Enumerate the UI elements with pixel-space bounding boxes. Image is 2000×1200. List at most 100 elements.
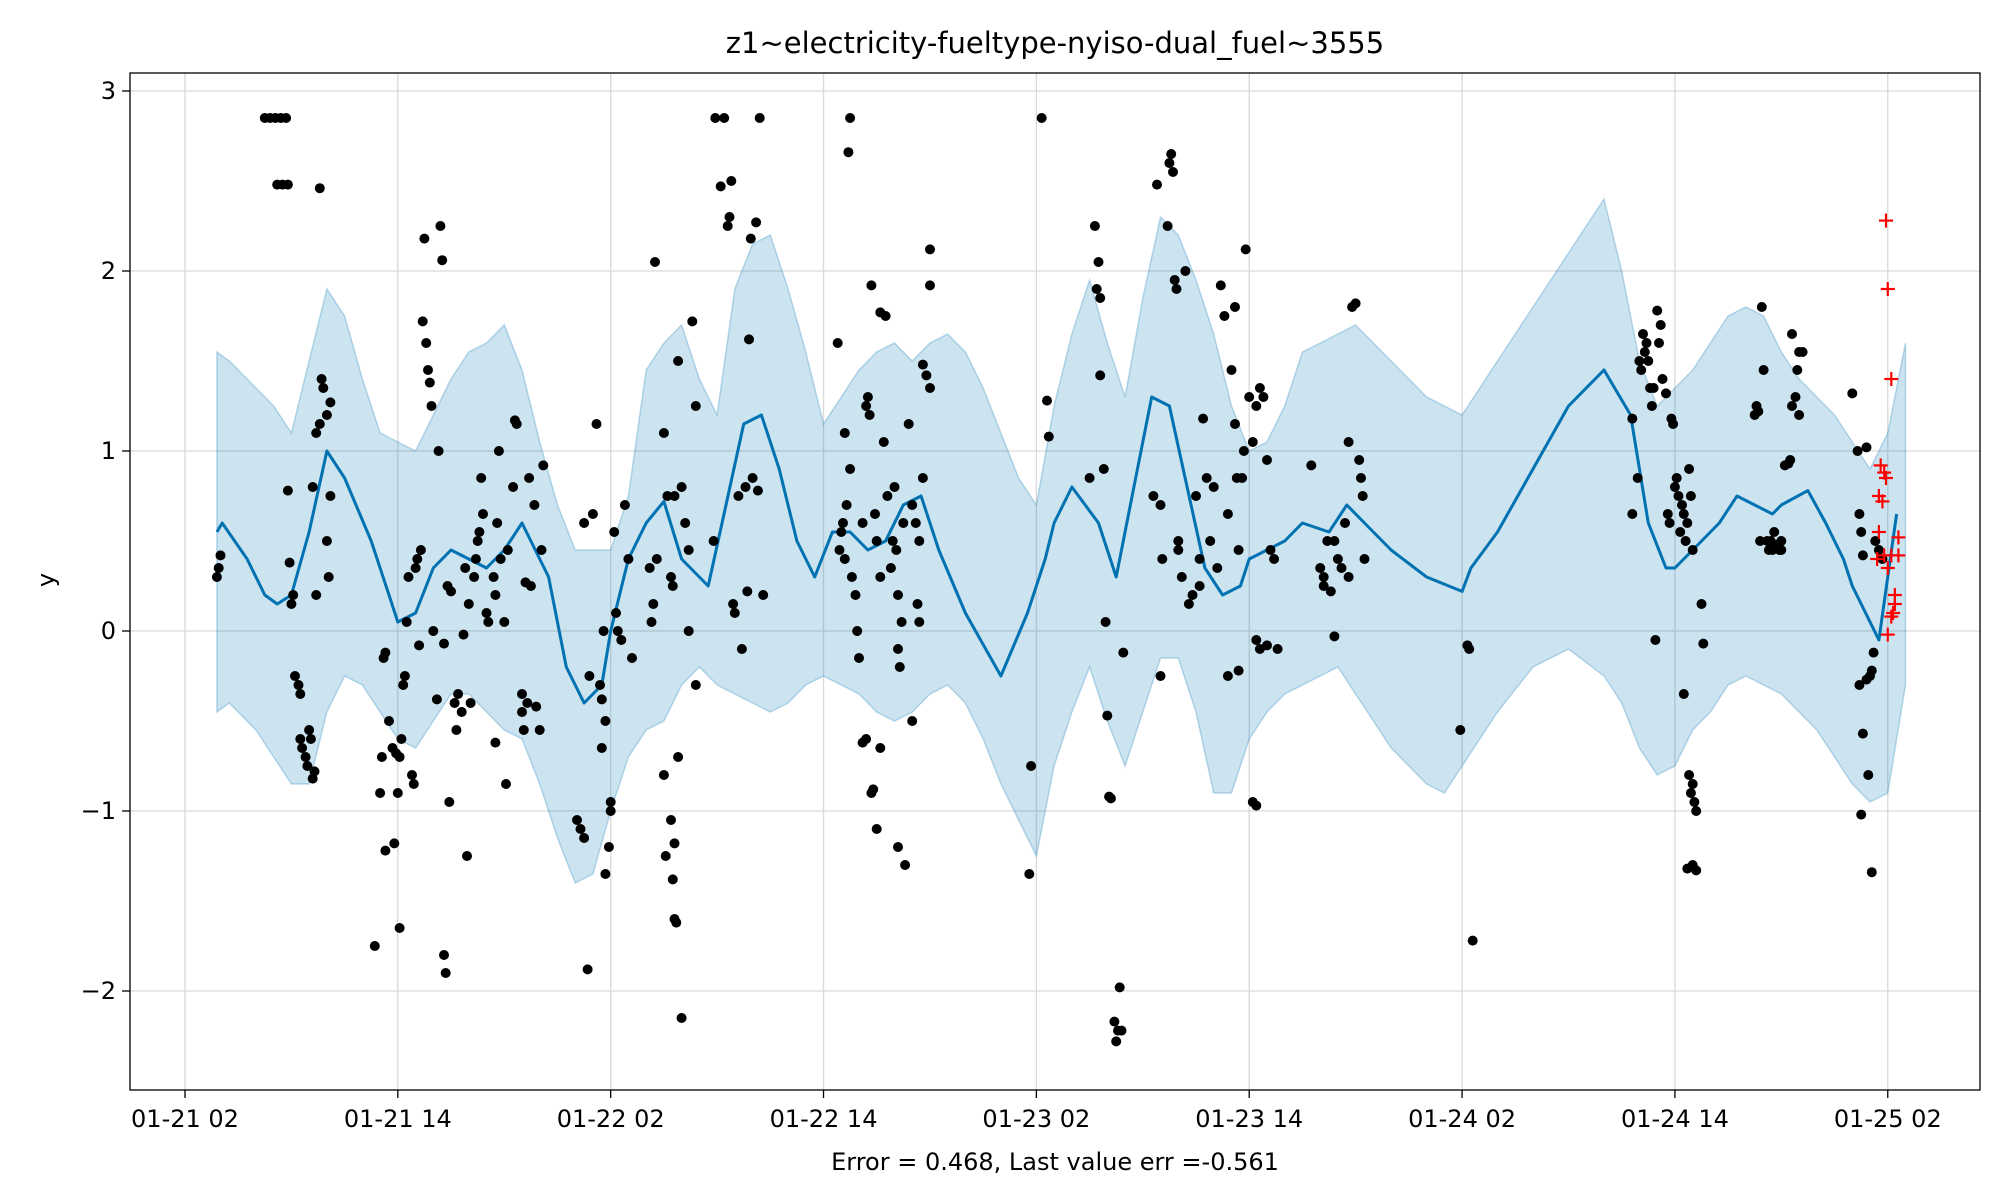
observed-point [307,482,318,492]
observed-point [1678,689,1689,699]
observed-point [481,608,492,618]
observed-point [1329,536,1340,546]
observed-point [646,617,657,627]
observed-point [875,743,886,753]
observed-point [1187,590,1198,600]
observed-point [667,581,678,591]
observed-point [1114,982,1125,993]
observed-point [729,608,740,618]
observed-point [1655,320,1666,330]
x-tick-label: 01-24 02 [1408,1105,1516,1133]
observed-point [1173,536,1184,546]
observed-point [868,784,879,795]
observed-point [1787,329,1797,339]
observed-point [845,113,856,123]
observed-point [1091,284,1102,294]
observed-point [490,590,501,600]
y-tick-label: 0 [101,617,116,645]
observed-point [650,257,660,267]
observed-point [596,694,607,705]
observed-point [304,725,315,735]
observed-point [1350,298,1361,309]
observed-point [591,419,602,429]
future-points-group [1870,213,1906,642]
observed-point [1657,374,1668,384]
observed-point [488,572,499,582]
observed-point [852,626,863,636]
observed-point [845,464,856,474]
observed-point [1084,473,1095,483]
observed-point [1244,392,1255,402]
observed-point [460,563,471,573]
observed-point [1756,302,1767,312]
observed-point [1026,761,1037,771]
future-point [1887,597,1902,611]
observed-point [1671,473,1682,483]
observed-point [1089,221,1100,231]
observed-point [903,419,914,429]
observed-point [446,586,456,597]
observed-point [1873,545,1884,555]
observed-point [1767,545,1778,555]
y-tick-label: −1 [81,797,116,825]
observed-point [870,509,880,519]
observed-point [1852,446,1863,456]
observed-point [600,716,611,726]
observed-point [1343,572,1354,582]
observed-point [1669,482,1680,492]
observed-point [834,545,845,555]
observed-point [864,410,875,420]
x-tick-label: 01-25 02 [1834,1105,1942,1133]
observed-point [1682,518,1693,528]
observed-point [666,572,676,582]
observed-point [1183,599,1194,609]
observed-point [1857,728,1868,739]
future-point [1891,548,1906,563]
observed-point [321,410,332,420]
observed-point [882,491,893,501]
observed-point [295,689,306,699]
observed-point [318,383,329,393]
observed-point [517,689,527,699]
observed-point [433,446,444,456]
observed-point [683,545,694,555]
observed-point [1164,158,1175,168]
observed-point [399,671,410,681]
observed-point [747,473,758,483]
observed-point [1201,473,1212,483]
observed-point [1222,509,1233,519]
y-tick-label: 3 [101,77,116,105]
x-tick-label: 01-21 02 [131,1105,239,1133]
observed-point [483,617,494,627]
axes: 01-21 02 01-21 14 01-22 02 01-22 14 01-23 02… [81,77,1942,1133]
observed-point [683,626,694,636]
observed-point [1315,563,1326,573]
observed-point [453,689,464,699]
observed-point [1222,671,1233,681]
observed-point [1265,545,1276,555]
observed-point [490,737,501,748]
observed-point [1755,536,1766,546]
x-tick-label: 01-22 02 [557,1105,665,1133]
observed-point [499,617,510,627]
observed-point [887,536,898,546]
observed-point [1356,473,1366,483]
observed-point [1098,464,1109,474]
observed-point [889,482,900,492]
future-point [1875,494,1890,509]
observed-point [1685,788,1696,798]
observed-point [1318,572,1329,582]
observed-point [623,554,634,564]
observed-point [1269,554,1280,564]
observed-point [742,586,753,597]
observed-point [1359,554,1370,564]
observed-point [470,554,481,564]
observed-point [1247,437,1258,447]
observed-point [1148,491,1159,501]
observed-point [1854,509,1865,519]
observed-point [914,617,925,627]
observed-point [669,838,680,849]
observed-point [841,500,852,510]
observed-point [1455,725,1466,735]
observed-point [211,572,222,582]
